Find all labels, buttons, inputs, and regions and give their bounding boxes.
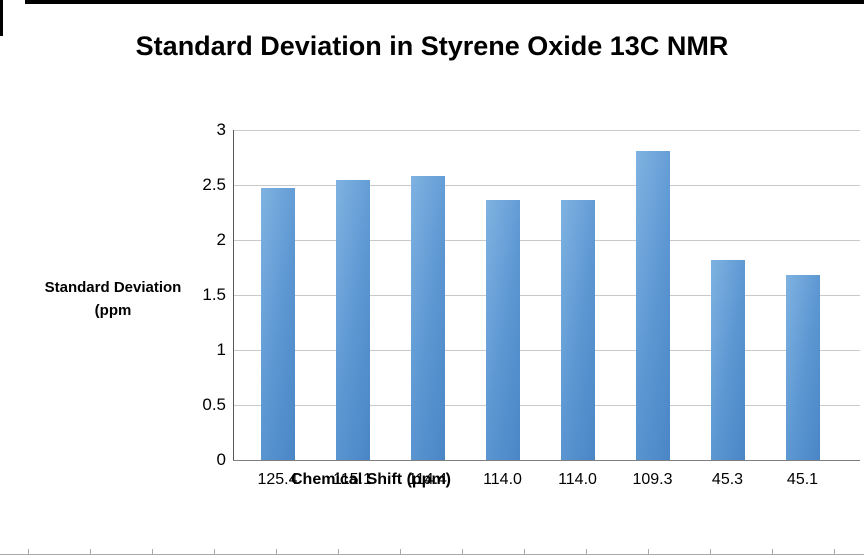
frame-tick	[710, 549, 711, 554]
y-tick-label: 1	[216, 340, 226, 359]
x-tick-label: 45.3	[711, 471, 744, 488]
gridline	[233, 350, 860, 351]
y-tick-label: 0	[216, 450, 226, 469]
bar-slot	[540, 130, 615, 460]
y-tick-label: 1.5	[202, 285, 226, 304]
frame-tick	[400, 549, 401, 554]
y-tick-label: 2.5	[202, 175, 226, 194]
bar-slot	[615, 130, 690, 460]
frame-tick	[586, 549, 587, 554]
frame-tick	[648, 549, 649, 554]
frame-tick	[152, 549, 153, 554]
y-axis-line	[233, 130, 234, 460]
bar	[260, 188, 295, 460]
bar	[560, 200, 595, 460]
gridline	[233, 185, 860, 186]
gridline	[233, 240, 860, 241]
y-tick-label: 2	[216, 230, 226, 249]
gridline	[233, 130, 860, 131]
bar	[410, 176, 445, 460]
bar	[335, 179, 370, 460]
x-tick-label: 45.1	[786, 471, 819, 488]
bar-slot	[240, 130, 315, 460]
plot-area	[233, 130, 860, 461]
frame-tick	[524, 549, 525, 554]
x-tick-label: 114.4	[408, 471, 447, 488]
gridline	[233, 295, 860, 296]
chart-frame-bottom	[0, 554, 864, 555]
frame-tick	[462, 549, 463, 554]
frame-tick	[214, 549, 215, 554]
chart-title: Standard Deviation in Styrene Oxide 13C …	[135, 31, 729, 61]
bar	[785, 275, 820, 460]
bar-slot	[765, 130, 840, 460]
frame-tick	[772, 549, 773, 554]
bar-slot	[690, 130, 765, 460]
x-tick-label: 125.4	[257, 471, 298, 488]
y-tick-label: 0.5	[202, 395, 226, 414]
x-axis-tick-labels: 125.4 115.1 114.4 114.0 114.0 109.3 45.3 45.1	[240, 471, 840, 489]
x-axis-title: Chemical Shift (ppm)	[291, 471, 452, 488]
bar-slot	[315, 130, 390, 460]
x-tick-label: 114.0	[483, 471, 522, 488]
y-axis-title-line1: Standard Deviation	[44, 279, 182, 296]
window-left-border	[0, 0, 3, 36]
bar-slot	[465, 130, 540, 460]
frame-tick	[28, 549, 29, 554]
bar	[635, 150, 670, 460]
bar-slot	[390, 130, 465, 460]
bar	[485, 200, 520, 460]
frame-tick	[90, 549, 91, 554]
y-axis-title-line2: (ppm	[94, 301, 132, 319]
bar-series	[240, 130, 840, 460]
x-tick-label: 109.3	[632, 471, 673, 488]
frame-tick	[276, 549, 277, 554]
y-axis-title: Standard Deviation (ppm	[18, 277, 208, 322]
gridline	[233, 405, 860, 406]
window-top-border	[25, 0, 864, 4]
x-tick-label: 114.0	[558, 471, 597, 488]
frame-tick	[834, 549, 835, 554]
x-axis-baseline	[233, 460, 860, 461]
bar	[710, 259, 745, 460]
y-tick-label: 3	[216, 120, 226, 139]
frame-tick	[338, 549, 339, 554]
x-tick-label: 115.1	[333, 471, 372, 488]
